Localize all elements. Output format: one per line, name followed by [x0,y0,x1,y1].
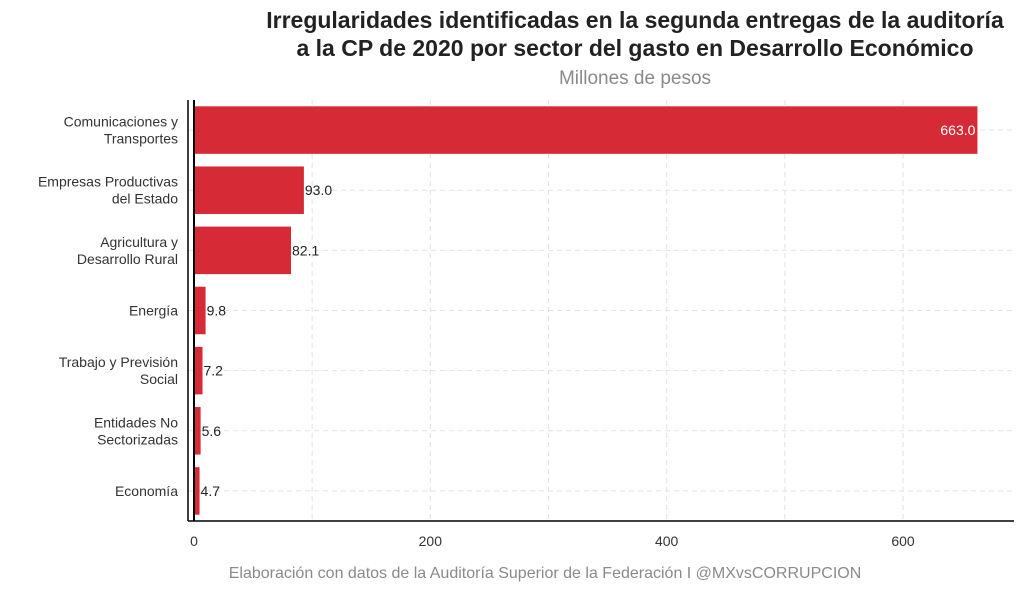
category-label: Empresas Productivas del Estado [38,174,178,207]
value-label: 4.7 [201,483,221,499]
chart-subtitle: Millones de pesos [558,68,712,89]
bar [194,467,200,515]
category-label: Energía [129,303,178,319]
bar [194,226,292,275]
chart-caption: Elaboración con datos de la Auditoría Su… [228,565,862,582]
chart-title-line-2: a la CP de 2020 por sector del gasto en … [296,35,974,61]
chart-title-line-1: Irregularidades identificadas en la segu… [266,7,1004,33]
x-tick-label: 0 [190,533,198,549]
category-label: Agricultura y Desarrollo Rural [77,234,178,267]
category-label: Economía [115,483,178,499]
value-label: 82.1 [292,242,319,258]
x-tick-label: 200 [419,533,443,549]
category-label: Entidades No Sectorizadas [94,414,178,447]
value-label: 663.0 [940,122,975,138]
value-label: 7.2 [204,363,224,379]
category-label: Trabajo y Previsión Social [59,354,178,387]
x-tick-label: 600 [891,533,915,549]
value-label: 9.8 [207,303,227,319]
x-tick-label: 400 [655,533,679,549]
value-label: 5.6 [202,423,222,439]
bar [194,407,201,455]
bar [194,166,304,214]
bar-chart: 663.0 Comunicaciones y Transportes 93.0 Empr… [38,100,1014,549]
bar [194,286,206,335]
category-label: Comunicaciones y Transportes [64,114,178,147]
bar [194,106,978,154]
value-label: 93.0 [305,182,332,198]
bar [194,346,203,395]
